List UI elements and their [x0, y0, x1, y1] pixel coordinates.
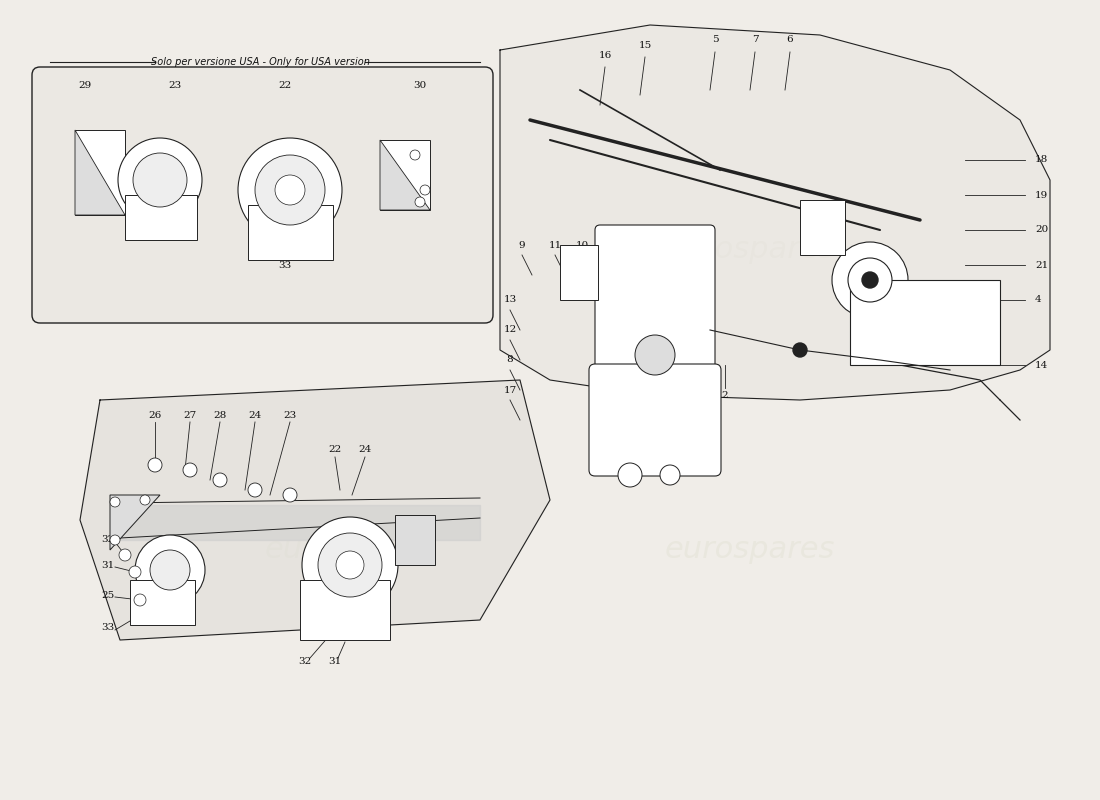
Text: Solo per versione USA - Only for USA version: Solo per versione USA - Only for USA ver…	[151, 57, 370, 67]
Polygon shape	[395, 515, 434, 565]
Text: 4: 4	[1035, 295, 1042, 305]
Text: 19: 19	[1035, 190, 1048, 199]
Circle shape	[148, 458, 162, 472]
Text: 32: 32	[101, 535, 114, 545]
Polygon shape	[379, 140, 430, 210]
Circle shape	[862, 272, 878, 288]
Text: 1: 1	[651, 390, 658, 399]
Circle shape	[793, 343, 807, 357]
Circle shape	[318, 533, 382, 597]
Text: 12: 12	[504, 326, 517, 334]
Circle shape	[183, 463, 197, 477]
Text: 33: 33	[101, 623, 114, 633]
Circle shape	[410, 150, 420, 160]
Circle shape	[135, 535, 205, 605]
Circle shape	[150, 550, 190, 590]
Circle shape	[118, 138, 202, 222]
Text: eurospares: eurospares	[265, 535, 436, 565]
Text: 10: 10	[575, 241, 589, 250]
Text: 30: 30	[414, 81, 427, 90]
Circle shape	[134, 594, 146, 606]
Text: 6: 6	[786, 35, 793, 45]
Text: 24: 24	[249, 410, 262, 419]
Text: 25: 25	[101, 590, 114, 599]
Text: 21: 21	[1035, 261, 1048, 270]
Text: 2: 2	[722, 390, 728, 399]
Circle shape	[238, 138, 342, 242]
Text: 18: 18	[1035, 155, 1048, 165]
Circle shape	[255, 155, 324, 225]
Text: 32: 32	[298, 658, 311, 666]
Text: 24: 24	[359, 446, 372, 454]
Circle shape	[110, 497, 120, 507]
Text: 3: 3	[692, 390, 698, 399]
Text: 17: 17	[504, 386, 517, 394]
Circle shape	[832, 242, 908, 318]
FancyBboxPatch shape	[248, 205, 333, 260]
FancyBboxPatch shape	[32, 67, 493, 323]
Text: 15: 15	[638, 41, 651, 50]
Text: 14: 14	[1035, 361, 1048, 370]
Circle shape	[635, 335, 675, 375]
Text: 23: 23	[168, 81, 182, 90]
Circle shape	[283, 488, 297, 502]
Polygon shape	[75, 130, 125, 215]
Text: 29: 29	[78, 81, 91, 90]
FancyBboxPatch shape	[595, 225, 715, 385]
Circle shape	[119, 549, 131, 561]
Text: 9: 9	[519, 241, 526, 250]
Text: 13: 13	[504, 295, 517, 305]
Text: 28: 28	[213, 410, 227, 419]
FancyBboxPatch shape	[800, 200, 845, 255]
Circle shape	[420, 185, 430, 195]
FancyBboxPatch shape	[588, 364, 720, 476]
FancyBboxPatch shape	[125, 195, 197, 240]
Text: 7: 7	[751, 35, 758, 45]
FancyBboxPatch shape	[850, 280, 1000, 365]
Circle shape	[336, 551, 364, 579]
Circle shape	[110, 535, 120, 545]
Circle shape	[618, 463, 642, 487]
Circle shape	[248, 483, 262, 497]
Text: 33: 33	[278, 261, 292, 270]
Circle shape	[302, 517, 398, 613]
Circle shape	[848, 258, 892, 302]
Circle shape	[133, 153, 187, 207]
Circle shape	[129, 566, 141, 578]
Text: 5: 5	[712, 35, 718, 45]
Circle shape	[275, 175, 305, 205]
Text: 26: 26	[148, 410, 162, 419]
Text: 22: 22	[329, 446, 342, 454]
Text: eurospares: eurospares	[664, 235, 835, 265]
Text: 20: 20	[1035, 226, 1048, 234]
FancyBboxPatch shape	[130, 580, 195, 625]
Text: 8: 8	[507, 355, 514, 365]
Polygon shape	[80, 380, 550, 640]
Circle shape	[660, 465, 680, 485]
Text: 22: 22	[278, 81, 292, 90]
Text: 16: 16	[598, 50, 612, 59]
Polygon shape	[75, 130, 125, 215]
FancyBboxPatch shape	[560, 245, 598, 300]
Circle shape	[140, 495, 150, 505]
Text: eurospares: eurospares	[135, 195, 305, 225]
Text: eurospares: eurospares	[664, 535, 835, 565]
Polygon shape	[379, 140, 430, 210]
Polygon shape	[500, 25, 1050, 400]
Text: 31: 31	[329, 658, 342, 666]
Text: 11: 11	[549, 241, 562, 250]
Text: 27: 27	[184, 410, 197, 419]
Circle shape	[213, 473, 227, 487]
FancyBboxPatch shape	[300, 580, 390, 640]
Text: 31: 31	[101, 561, 114, 570]
Text: 23: 23	[284, 410, 297, 419]
Circle shape	[415, 197, 425, 207]
Polygon shape	[110, 495, 160, 550]
